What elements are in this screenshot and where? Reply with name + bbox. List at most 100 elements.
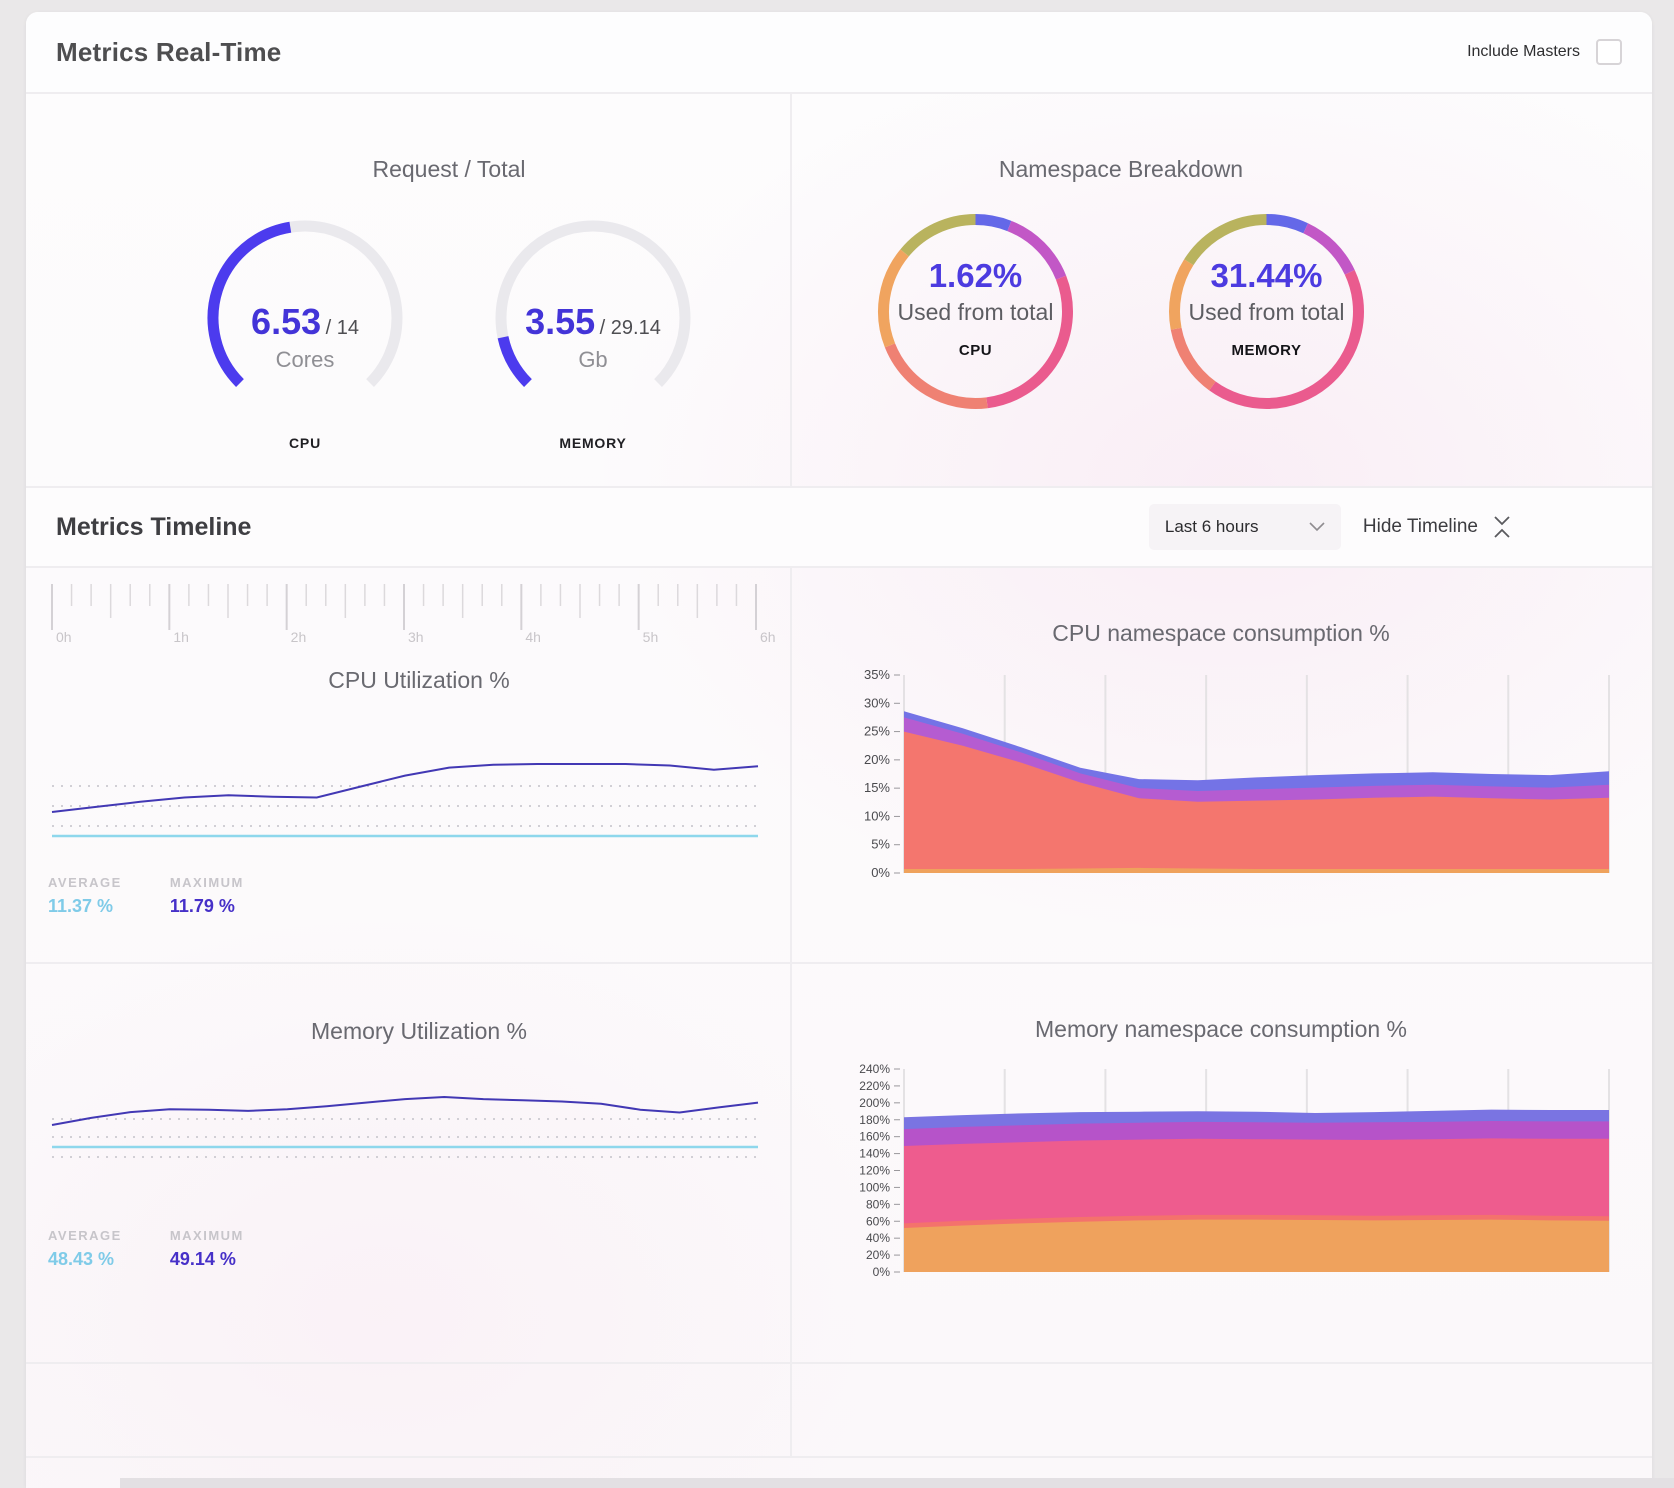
svg-text:220%: 220% bbox=[859, 1079, 890, 1093]
memory-maximum-label: MAXIMUM bbox=[169, 1228, 244, 1243]
svg-text:40%: 40% bbox=[866, 1231, 890, 1245]
memory-utilization-stats: AVERAGE 48.43 % MAXIMUM 49.14 % bbox=[48, 1228, 790, 1270]
svg-text:120%: 120% bbox=[859, 1164, 890, 1178]
header-divider bbox=[26, 92, 1652, 94]
memory-gauge-label: MEMORY bbox=[559, 435, 627, 451]
include-masters-label: Include Masters bbox=[1467, 43, 1580, 60]
cpu-namespace-chart: 35% 30% 25% 20% 15% 10% 5% 0% bbox=[864, 667, 1610, 880]
svg-text:1h: 1h bbox=[173, 629, 189, 645]
cpu-row: 0h 1h 2h 3h 4h 5h 6h CPU Utilization % AVERAGE… bbox=[26, 568, 1652, 962]
memory-donut-label: MEMORY bbox=[1231, 342, 1302, 359]
memory-namespace-title: Memory namespace consumption % bbox=[1035, 1016, 1407, 1042]
hide-timeline-label: Hide Timeline bbox=[1362, 516, 1478, 537]
timeline-title: Metrics Timeline bbox=[56, 512, 252, 541]
cpu-gauge-total: 14 bbox=[336, 317, 359, 339]
cpu-gauge-label: CPU bbox=[289, 435, 321, 451]
svg-text:15%: 15% bbox=[864, 780, 890, 795]
svg-text:20%: 20% bbox=[866, 1248, 890, 1262]
memory-donut-caption: Used from total bbox=[1188, 299, 1345, 325]
svg-text:20%: 20% bbox=[864, 752, 890, 767]
cpu-gauge-unit: Cores bbox=[275, 347, 335, 372]
namespace-breakdown-title: Namespace Breakdown bbox=[998, 156, 1244, 182]
svg-text:25%: 25% bbox=[864, 724, 890, 739]
collapse-vertical-icon bbox=[1494, 516, 1510, 538]
cpu-gauge-value: 6.53 bbox=[251, 301, 322, 342]
svg-text:200%: 200% bbox=[859, 1096, 890, 1110]
include-masters-control: Include Masters bbox=[1467, 39, 1622, 65]
memory-gauge-total: 29.14 bbox=[610, 317, 661, 339]
svg-text:30%: 30% bbox=[864, 695, 890, 710]
realtime-section: Request / Total 6.53 / 14 Cores CPU bbox=[26, 94, 1652, 486]
svg-text:60%: 60% bbox=[866, 1214, 890, 1228]
memory-utilization-title: Memory Utilization % bbox=[311, 1018, 527, 1044]
cpu-donut-percent: 1.62% bbox=[928, 257, 1023, 294]
svg-text:80%: 80% bbox=[866, 1197, 890, 1211]
memory-namespace-chart: 240% 220% 200% 180% 160% 140% 120% 100% 80% 60% 40… bbox=[859, 1062, 1610, 1279]
next-section-edge bbox=[120, 1478, 1674, 1488]
header: Metrics Real-Time Include Masters bbox=[26, 12, 1652, 92]
svg-text:0%: 0% bbox=[871, 865, 890, 880]
time-range-selector[interactable]: Last 6 hours bbox=[1148, 504, 1341, 550]
svg-text:240%: 240% bbox=[859, 1062, 890, 1076]
svg-text:35%: 35% bbox=[864, 667, 890, 682]
memory-row: Memory Utilization % AVERAGE 48.43 % MAX… bbox=[26, 964, 1652, 1362]
svg-text:140%: 140% bbox=[859, 1147, 890, 1161]
svg-text:160%: 160% bbox=[859, 1130, 890, 1144]
cpu-maximum-label: MAXIMUM bbox=[169, 875, 244, 890]
request-total-panel: Request / Total 6.53 / 14 Cores CPU bbox=[26, 94, 790, 486]
memory-utilization-chart bbox=[51, 1095, 759, 1158]
svg-text:10%: 10% bbox=[864, 808, 890, 823]
cpu-utilization-title: CPU Utilization % bbox=[328, 667, 510, 693]
cpu-donut-caption: Used from total bbox=[897, 299, 1054, 325]
cpu-donut: 1.62% Used from total CPU bbox=[873, 209, 1078, 414]
cpu-utilization-stats: AVERAGE 11.37 % MAXIMUM 11.79 % bbox=[48, 875, 790, 917]
svg-text:0%: 0% bbox=[873, 1265, 891, 1279]
memory-average-value: 48.43 % bbox=[48, 1249, 115, 1269]
svg-text:4h: 4h bbox=[525, 629, 541, 645]
cpu-namespace-panel: CPU namespace consumption % 35% 30% 25% 20%… bbox=[790, 568, 1650, 962]
cpu-maximum-value: 11.79 % bbox=[169, 896, 235, 916]
gauges-row: 6.53 / 14 Cores CPU 3.55 / 29.14 Gb bbox=[26, 213, 790, 451]
svg-text:100%: 100% bbox=[859, 1180, 890, 1194]
cpu-average-label: AVERAGE bbox=[48, 875, 122, 890]
include-masters-checkbox[interactable] bbox=[1596, 39, 1622, 65]
cpu-gauge: 6.53 / 14 Cores CPU bbox=[200, 213, 410, 451]
timeline-bar: Metrics Timeline Last 6 hours Hide Timel… bbox=[26, 488, 1652, 566]
svg-text:0h: 0h bbox=[56, 629, 72, 645]
cpu-gauge-chart bbox=[207, 220, 403, 387]
memory-gauge-chart bbox=[495, 220, 691, 387]
page-title: Metrics Real-Time bbox=[56, 36, 282, 67]
time-range-value: Last 6 hours bbox=[1164, 517, 1259, 536]
memory-gauge-value: 3.55 bbox=[525, 301, 596, 342]
hide-timeline-button[interactable]: Hide Timeline bbox=[1363, 514, 1512, 540]
svg-text:5%: 5% bbox=[871, 837, 890, 852]
svg-text:3h: 3h bbox=[408, 629, 424, 645]
memory-donut-percent: 31.44% bbox=[1210, 257, 1323, 294]
donuts-row: 1.62% Used from total CPU 31.44% Used fr… bbox=[792, 209, 1650, 414]
memory-gauge-unit: Gb bbox=[578, 347, 608, 372]
memory-donut: 31.44% Used from total MEMORY bbox=[1164, 209, 1369, 414]
memory-namespace-panel: Memory namespace consumption % 240% 220% 2… bbox=[790, 964, 1650, 1362]
cpu-average-value: 11.37 % bbox=[48, 896, 114, 916]
empty-section bbox=[26, 1364, 1652, 1456]
memory-maximum-value: 49.14 % bbox=[169, 1249, 236, 1269]
cpu-utilization-panel: 0h 1h 2h 3h 4h 5h 6h CPU Utilization % AVERAGE… bbox=[26, 568, 790, 962]
svg-text:6h: 6h bbox=[760, 629, 776, 645]
memory-donut-chart bbox=[1169, 214, 1364, 409]
cpu-donut-chart bbox=[878, 214, 1073, 409]
cpu-utilization-chart bbox=[51, 763, 759, 838]
chevron-down-icon bbox=[1309, 522, 1325, 532]
cpu-namespace-title: CPU namespace consumption % bbox=[1052, 620, 1390, 646]
cpu-donut-label: CPU bbox=[958, 342, 993, 359]
memory-average-label: AVERAGE bbox=[48, 1228, 122, 1243]
timeline-ruler: 0h 1h 2h 3h 4h 5h 6h bbox=[51, 584, 776, 645]
memory-utilization-panel: Memory Utilization % AVERAGE 48.43 % MAX… bbox=[26, 964, 790, 1362]
request-total-title: Request / Total bbox=[372, 156, 526, 182]
namespace-breakdown-panel: Namespace Breakdown 1.62% Used from tota… bbox=[790, 94, 1650, 486]
metrics-card: Metrics Real-Time Include Masters Reques… bbox=[26, 12, 1652, 1488]
svg-text:2h: 2h bbox=[291, 629, 307, 645]
svg-text:5h: 5h bbox=[643, 629, 659, 645]
svg-text:180%: 180% bbox=[859, 1113, 890, 1127]
memory-gauge: 3.55 / 29.14 Gb MEMORY bbox=[488, 213, 698, 451]
